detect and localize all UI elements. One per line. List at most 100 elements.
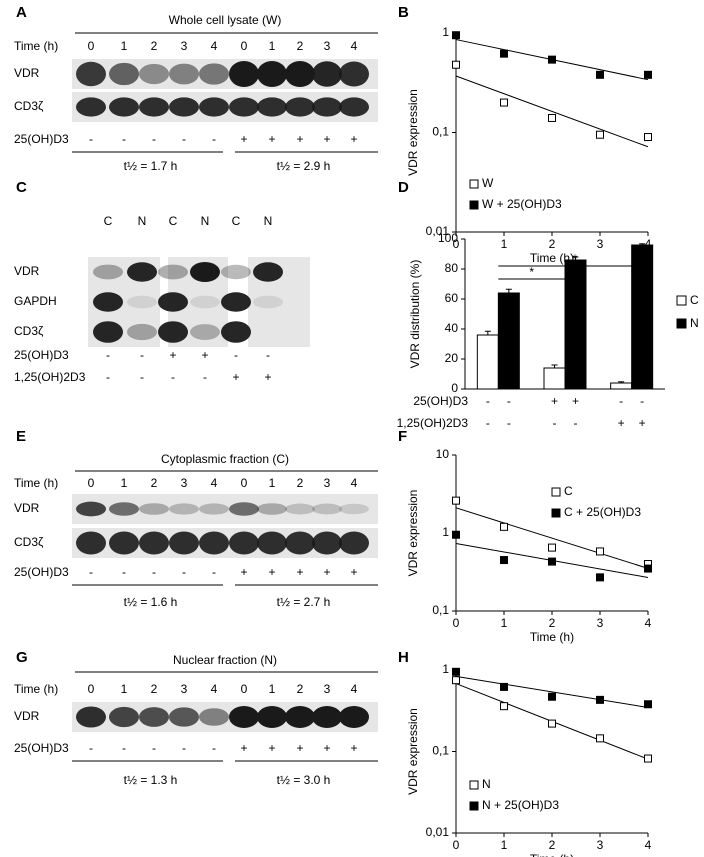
data-point [452, 60, 460, 69]
legend-label: C [564, 484, 573, 498]
data-point [500, 556, 508, 565]
panel-label: B [398, 4, 409, 21]
blot-band [109, 97, 139, 117]
legend-label: N [690, 316, 699, 330]
blot-band [199, 531, 229, 555]
blot-band [109, 62, 139, 86]
legend-marker [469, 780, 479, 790]
blot-band [127, 323, 157, 341]
blot-band [158, 292, 188, 312]
treatment-sign: + [268, 741, 275, 755]
data-point [596, 70, 604, 79]
blot-band [127, 262, 157, 282]
treatment-sign: - [507, 416, 511, 430]
blot-image [248, 287, 310, 317]
legend-marker [676, 295, 687, 306]
legend-label: N + 25(OH)D3 [482, 798, 559, 812]
legend-label: W [482, 176, 494, 190]
blot-band [139, 97, 169, 117]
column-label: N [264, 214, 273, 228]
blot-band [221, 264, 251, 280]
data-point [548, 719, 556, 728]
treatment-sign: - [89, 741, 93, 755]
treatment-sign: + [240, 741, 247, 755]
x-tick-label: 1 [501, 616, 508, 630]
y-tick-label: 0,01 [426, 825, 450, 839]
blot-band [76, 706, 106, 728]
data-point [644, 70, 652, 79]
blot-band [93, 321, 123, 343]
x-tick-label: 4 [645, 838, 652, 852]
data-point [548, 113, 556, 122]
blot-band [158, 264, 188, 280]
blot-band [285, 97, 315, 117]
data-point [596, 734, 604, 743]
x-axis-label: Time (h) [530, 251, 574, 265]
treatment-sign: - [266, 348, 270, 362]
data-point [644, 133, 652, 142]
treatment-sign: - [89, 565, 93, 579]
data-point [452, 496, 460, 505]
time-value: 4 [211, 682, 218, 696]
data-point [500, 682, 508, 691]
treatment-sign: + [350, 741, 357, 755]
treatment-sign: - [234, 348, 238, 362]
time-value: 3 [181, 476, 188, 490]
blot-band [312, 97, 342, 117]
legend-marker [676, 318, 687, 329]
data-point [644, 564, 652, 573]
time-value: 3 [324, 39, 331, 53]
treatment-label: 25(OH)D3 [14, 565, 69, 579]
y-tick-label: 40 [445, 321, 459, 335]
blot-band [221, 321, 251, 343]
treatment-sign: - [122, 132, 126, 146]
row-label: CD3ζ [14, 324, 44, 338]
half-life: t½ = 1.6 h [124, 595, 178, 609]
treatment-sign: - [122, 741, 126, 755]
blot-band [190, 262, 220, 282]
time-value: 2 [151, 682, 158, 696]
time-value: 0 [241, 39, 248, 53]
blot-band [285, 706, 315, 728]
treatment-sign: - [212, 132, 216, 146]
x-tick-label: 2 [549, 616, 556, 630]
legend-marker [469, 179, 479, 189]
treatment-sign: - [203, 370, 207, 384]
data-point [596, 573, 604, 582]
x-tick-label: 2 [549, 838, 556, 852]
y-tick-label: 80 [445, 261, 459, 275]
treatment-sign: + [296, 132, 303, 146]
treatment-sign: + [551, 394, 558, 408]
x-tick-label: 2 [549, 237, 556, 251]
blot-band [221, 292, 251, 312]
x-tick-label: 4 [645, 616, 652, 630]
trend-line [455, 507, 649, 569]
blot-band [257, 61, 287, 87]
panel-label: A [16, 4, 27, 21]
treatment-sign: - [574, 416, 578, 430]
blot-band [199, 63, 229, 85]
column-label: N [201, 214, 210, 228]
blot-band [339, 97, 369, 117]
data-point [500, 702, 508, 711]
bar [497, 292, 520, 390]
x-tick-label: 0 [453, 616, 460, 630]
blot-band [93, 264, 123, 280]
trend-line [455, 675, 649, 708]
treatment-sign: - [89, 132, 93, 146]
x-axis-label: Time (h) [530, 630, 574, 644]
treatment-sign: - [106, 348, 110, 362]
row-label: VDR [14, 709, 40, 723]
y-tick-label: 20 [445, 351, 459, 365]
data-point [548, 557, 556, 566]
time-value: 3 [181, 682, 188, 696]
blot-band [139, 503, 169, 515]
data-point [452, 676, 460, 685]
blot-band [169, 707, 199, 727]
treatment-sign: + [201, 348, 208, 362]
y-tick-label: 100 [438, 231, 458, 245]
data-point [548, 55, 556, 64]
blot-band [76, 97, 106, 117]
time-value: 1 [121, 476, 128, 490]
half-life: t½ = 3.0 h [277, 773, 331, 787]
